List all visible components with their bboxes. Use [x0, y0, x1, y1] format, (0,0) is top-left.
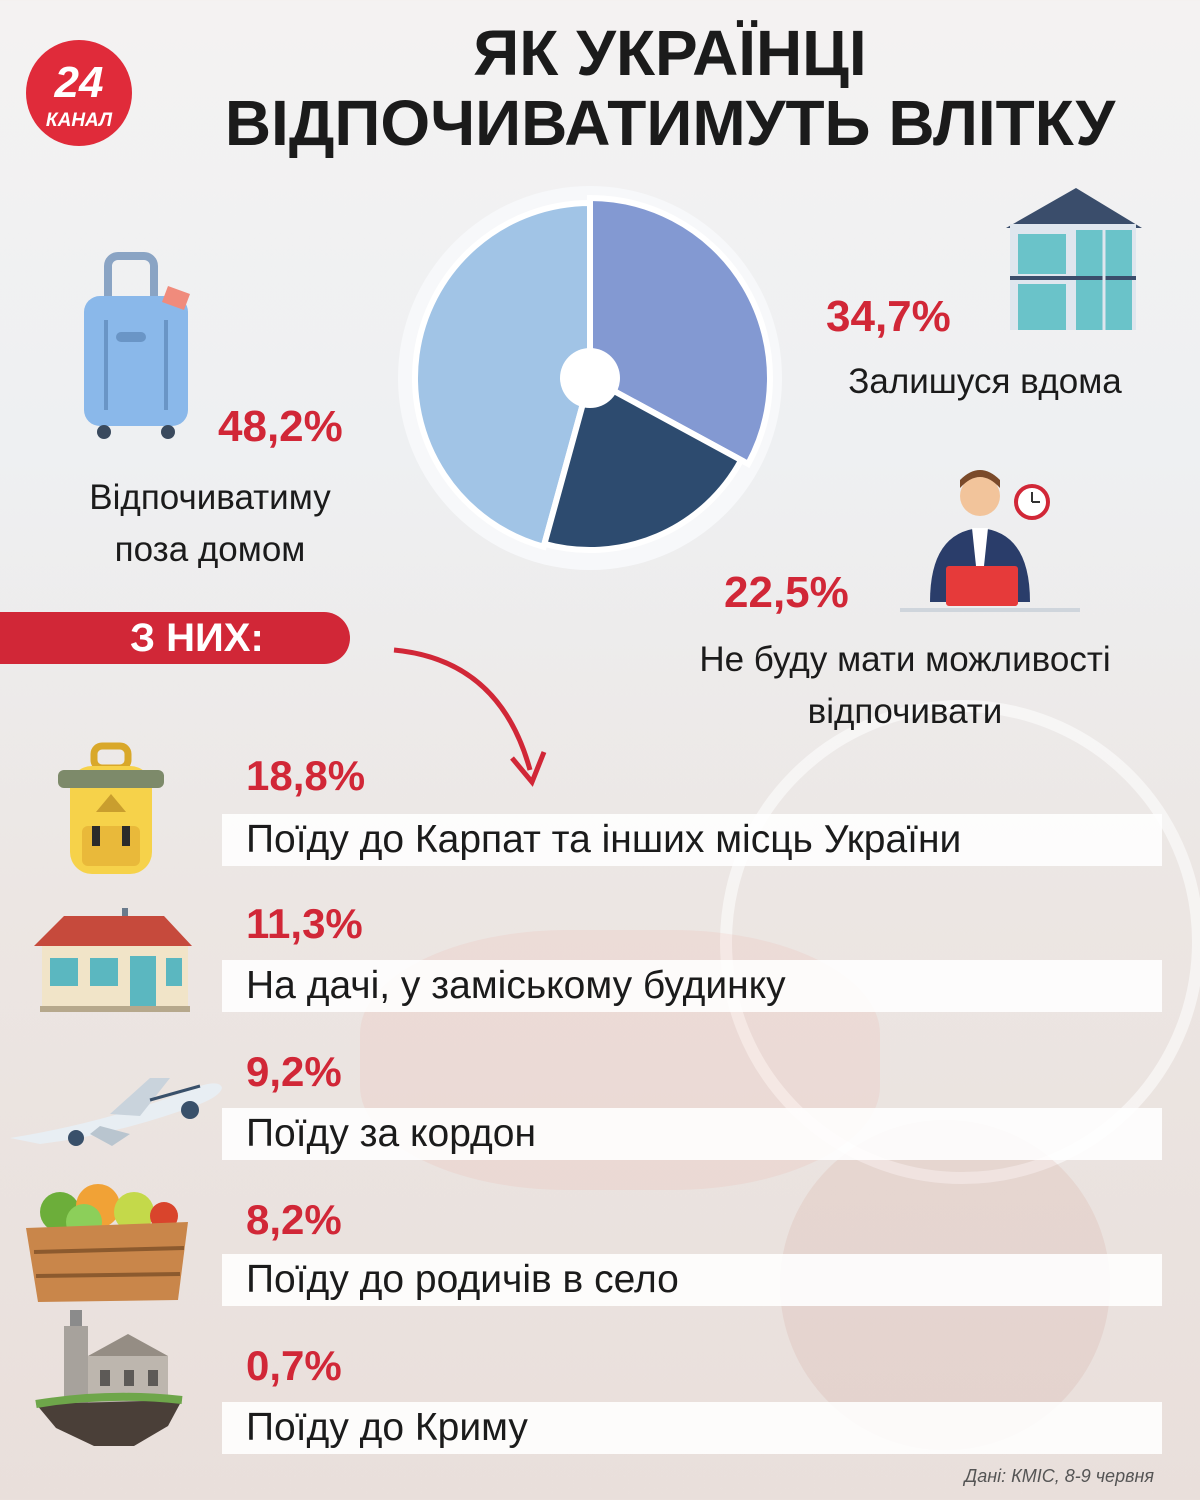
away-label: Відпочиватиму поза домом: [30, 472, 390, 576]
row-3-band: [222, 1108, 1162, 1160]
logo-number: 24: [54, 58, 104, 107]
row-4-percent: 8,2%: [246, 1196, 342, 1243]
row-3-percent: 9,2%: [246, 1048, 342, 1095]
away-label-line-1: Відпочиватиму: [89, 478, 331, 517]
row-1-label: Поїду до Карпат та інших місць України: [246, 818, 962, 861]
home-percent: 34,7%: [826, 292, 951, 341]
data-source: Дані: КМІС, 8-9 червня: [964, 1466, 1154, 1486]
away-percent: 48,2%: [218, 402, 343, 451]
pie-center-hole: [560, 348, 620, 408]
logo-text: КАНАЛ: [45, 110, 113, 131]
none-label-line-2: відпочивати: [807, 692, 1003, 731]
row-2-band: [222, 960, 1162, 1012]
country-house-icon: [34, 908, 192, 1012]
castle-icon: [35, 1310, 183, 1446]
breakdown-badge: З НИХ:: [0, 612, 350, 664]
channel-logo: 24 КАНАЛ: [26, 40, 132, 146]
modern-house-icon: [1006, 188, 1142, 330]
pie-slice-3: [540, 373, 746, 553]
row-4-label: Поїду до родичів в село: [246, 1258, 679, 1301]
row-1-band: [222, 814, 1162, 866]
none-percent: 22,5%: [724, 568, 849, 617]
office-worker-icon: [900, 470, 1080, 612]
vegetable-crate-icon: [26, 1184, 188, 1302]
title-line-1: ЯК УКРАЇНЦІ: [473, 17, 867, 89]
page-title: ЯК УКРАЇНЦІ ВІДПОЧИВАТИМУТЬ ВЛІТКУ: [150, 18, 1190, 158]
airplane-icon: [10, 1078, 222, 1146]
away-label-line-2: поза домом: [114, 530, 306, 569]
suitcase-icon: [84, 252, 190, 439]
row-5-percent: 0,7%: [246, 1342, 342, 1389]
row-2-percent: 11,3%: [246, 900, 363, 947]
row-2-label: На дачі, у заміському будинку: [246, 964, 786, 1007]
backpack-icon: [58, 742, 164, 874]
curved-arrow-icon: [393, 647, 547, 787]
pie-slice-1: [412, 199, 593, 551]
none-label-line-1: Не буду мати можливості: [699, 640, 1111, 679]
row-5-label: Поїду до Криму: [246, 1406, 528, 1449]
row-1-percent: 18,8%: [246, 752, 366, 799]
title-line-2: ВІДПОЧИВАТИМУТЬ ВЛІТКУ: [224, 87, 1116, 159]
pie-slice-2: [587, 194, 773, 469]
home-label: Залишуся вдома: [848, 362, 1122, 401]
row-4-band: [222, 1254, 1162, 1306]
row-5-band: [222, 1402, 1162, 1454]
row-3-label: Поїду за кордон: [246, 1112, 537, 1155]
none-label: Не буду мати можливості відпочивати: [650, 634, 1160, 738]
